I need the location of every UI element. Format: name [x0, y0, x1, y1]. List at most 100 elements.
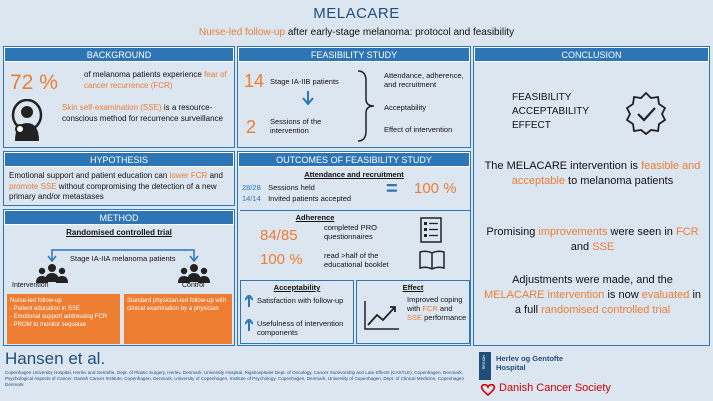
h-b: lower FCR	[169, 171, 208, 180]
arrow-down-icon	[302, 91, 314, 106]
subtitle-highlight: Nurse-led follow-up	[198, 27, 286, 38]
attendance-list: 28/28 Sessions held 14/14 Invited patien…	[242, 182, 351, 204]
poster-title: MELACARE	[313, 5, 400, 22]
c-p3-c: is now	[604, 289, 642, 301]
attendance-row: 28/28 Sessions held	[242, 182, 351, 193]
h-d: promote SSE	[9, 181, 57, 191]
accept-item-2: Usefulness of intervention components	[257, 319, 344, 337]
danish-cancer-society-logo	[480, 384, 496, 396]
poster-subtitle: Nurse-led follow-up after early-stage me…	[0, 27, 713, 38]
acceptability-block: Acceptability Satisfaction with follow-u…	[240, 280, 354, 344]
intervention-item: - PROM to monitor sequelae	[10, 322, 87, 328]
c-p2-c: were seen in	[607, 226, 676, 238]
attendance-num: 14/14	[242, 194, 261, 203]
accept-item-1: Satisfaction with follow-up	[257, 296, 344, 305]
attendance-num: 28/28	[242, 183, 261, 192]
effect-block: Effect Improved coping with FCR and SSE …	[356, 280, 470, 344]
method-heading: METHOD	[4, 210, 234, 225]
h-c: and	[207, 171, 223, 180]
attendance-heading: Attendance and recruitment	[304, 170, 404, 179]
sse-text-a: Skin self-examination (SSE)	[62, 103, 162, 112]
adh-num-1: 84/85	[260, 227, 298, 244]
conclusion-p2: Promising improvements were seen in FCR …	[484, 225, 701, 255]
c-p2-f: SSE	[592, 241, 615, 253]
region-logo	[479, 352, 491, 380]
n-patients: 14	[244, 71, 265, 91]
n-sessions-label: Sessions of the intervention	[270, 117, 322, 135]
intervention-item-text: Patient education in SSE	[13, 306, 81, 312]
c-p2-b: improvements	[538, 226, 608, 238]
keyword-acceptability: ACCEPTABILITY	[512, 106, 590, 117]
stat-text: of melanoma patients experience fear of …	[84, 69, 234, 91]
h-e: without compromising the detection of a …	[9, 181, 217, 202]
keyword-effect: EFFECT	[512, 120, 551, 131]
attendance-label: Invited patients accepted	[268, 194, 352, 203]
adherence-block: Adherence 84/85 completed PRO questionna…	[240, 210, 470, 274]
adh-label-1: completed PRO questionnaires	[324, 223, 377, 241]
intervention-item: Nurse-led follow-up	[10, 298, 62, 304]
outcomes-heading: OUTCOMES OF FEASIBILITY STUDY	[238, 152, 470, 167]
control-box: Standard physician-led follow-up with cl…	[124, 294, 232, 344]
intervention-box: Nurse-led follow-up - Patient education …	[7, 294, 120, 344]
hypothesis-heading: HYPOTHESIS	[4, 152, 234, 167]
effect-text: Improved coping with FCR and SSE perform…	[407, 295, 467, 322]
booklet-icon	[419, 250, 445, 270]
adh-label-2: read >half of the educational booklet	[324, 251, 389, 269]
population-label: Stage IA-IIA melanoma patients	[68, 254, 178, 263]
c-p2-e: and	[570, 241, 593, 253]
intervention-item-text: Emotional support addressing FCR	[13, 314, 108, 320]
background-section: BACKGROUND 72 % of melanoma patients exp…	[3, 46, 235, 148]
attendance-row: 14/14 Invited patients accepted	[242, 193, 351, 204]
c-p1-a: The MELACARE intervention is	[484, 160, 642, 172]
conclusion-p1: The MELACARE intervention is feasible an…	[484, 159, 701, 189]
effect-d: SSE	[407, 313, 423, 322]
hypothesis-text: Emotional support and patient education …	[9, 171, 231, 203]
hospital-name: Herlev og Gentofte Hospital	[496, 354, 564, 372]
hypothesis-section: HYPOTHESIS Emotional support and patient…	[3, 151, 235, 206]
c-p3-f: randomised controlled trial	[541, 304, 671, 316]
outcomes-section: OUTCOMES OF FEASIBILITY STUDY Attendance…	[237, 151, 471, 346]
c-p2-d: FCR	[675, 226, 699, 238]
effect-b: FCR	[422, 304, 438, 313]
mirror-person-icon	[11, 99, 43, 141]
society-name: Danish Cancer Society	[499, 382, 611, 394]
method-section: METHOD Randomised controlled trial Stage…	[3, 209, 235, 346]
c-p2-a: Promising	[486, 226, 539, 238]
attendance-pct: 100 %	[414, 180, 457, 197]
sse-text: Skin self-examination (SSE) is a resourc…	[62, 102, 232, 124]
effect-e: performance	[422, 313, 467, 322]
brace-icon	[357, 70, 375, 142]
conclusion-section: CONCLUSION FEASIBILITY ACCEPTABILITY EFF…	[473, 46, 710, 346]
rct-label: Randomised controlled trial	[66, 228, 172, 237]
verified-badge-icon	[625, 91, 667, 135]
feasibility-section: FEASIBILITY STUDY 14 Stage IA-IIB patien…	[237, 46, 471, 148]
intervention-item: - Patient education in SSE	[10, 306, 81, 312]
adh-num-2: 100 %	[260, 251, 303, 268]
acceptability-heading: Acceptability	[273, 283, 321, 292]
background-heading: BACKGROUND	[4, 47, 234, 62]
n-patients-label: Stage IA-IIB patients	[270, 77, 339, 86]
control-label: Control	[182, 282, 205, 289]
intervention-item: - Emotional support addressing FCR	[10, 314, 108, 320]
stat-text-b: fear of cancer recurrence (FCR)	[84, 70, 227, 90]
effect-heading: Effect	[402, 283, 424, 292]
keyword-feasibility: FEASIBILITY	[512, 92, 572, 103]
c-p3-b: MELACARE intervention	[483, 289, 605, 301]
c-p1-b: feasible and acceptable	[511, 160, 701, 187]
c-p3-a: Adjustments were made, and the	[512, 274, 673, 286]
adherence-heading: Adherence	[295, 213, 335, 222]
intervention-label: Intervention	[12, 282, 49, 289]
c-p1-c: to melanoma patients	[564, 175, 674, 187]
trend-up-icon	[364, 301, 399, 330]
subtitle-rest: after early-stage melanoma: protocol and…	[285, 27, 515, 38]
effect-c: and	[437, 304, 453, 313]
attendance-label: Sessions held	[268, 183, 315, 192]
outcome-2: Acceptability	[384, 103, 427, 112]
n-sessions: 2	[246, 117, 257, 137]
effect-a: Improved coping with	[407, 295, 463, 313]
affiliations: Copenhagen University Hospital, Herlev a…	[5, 370, 465, 387]
randomisation-diagram	[36, 249, 210, 283]
conclusion-heading: CONCLUSION	[474, 47, 709, 62]
intervention-item-text: PROM to monitor sequelae	[13, 322, 87, 328]
outcome-3: Effect of intervention	[384, 125, 453, 134]
